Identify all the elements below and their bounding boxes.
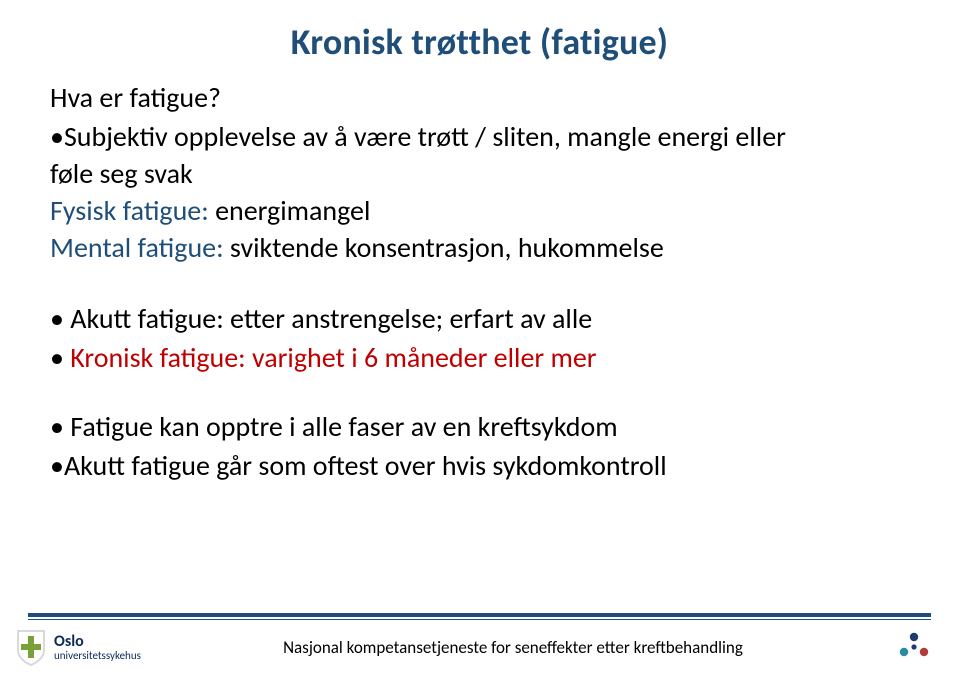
spacer — [50, 267, 909, 301]
mental-fatigue-line: Mental fatigue: sviktende konsentrasjon,… — [50, 230, 909, 265]
kronisk-red-text: Kronisk fatigue: varighet i 6 måneder el… — [70, 340, 596, 375]
fysisk-fatigue-line: Fysisk fatigue: energimangel — [50, 193, 909, 228]
akutt-over-line: •Akutt fatigue går som oftest over hvis … — [50, 448, 909, 483]
kronisk-fatigue-line: • Kronisk fatigue: varighet i 6 måneder … — [50, 340, 909, 375]
oslo-university-hospital-logo: Oslo universitetssykehus — [14, 628, 141, 666]
footer: Oslo universitetssykehus Nasjonal kompet… — [0, 613, 959, 680]
fysisk-label: Fysisk fatigue: — [50, 193, 209, 228]
mental-value: sviktende konsentrasjon, hukommelse — [224, 230, 664, 265]
logo-line2: universitetssykehus — [54, 650, 141, 661]
dots-icon — [897, 630, 931, 664]
footer-center-text: Nasjonal kompetansetjeneste for seneffek… — [149, 637, 877, 658]
opptre-line: • Fatigue kan opptre i alle faser av en … — [50, 409, 909, 444]
akutt-fatigue-line: • Akutt fatigue: etter anstrengelse; erf… — [50, 301, 909, 336]
mental-label: Mental fatigue: — [50, 230, 224, 265]
spacer — [50, 379, 909, 409]
fysisk-value: energimangel — [209, 193, 371, 228]
slide: Kronisk trøtthet (fatigue) Hva er fatigu… — [0, 0, 959, 680]
definition-bullet-line2: føle seg svak — [50, 156, 909, 191]
logo-line1: Oslo — [54, 634, 141, 650]
definition-bullet-line1: •Subjektiv opplevelse av å være trøtt / … — [50, 119, 909, 154]
bullet-dot: • — [50, 340, 70, 375]
shield-cross-icon — [14, 628, 48, 666]
slide-title: Kronisk trøtthet (fatigue) — [50, 20, 909, 64]
logo-text: Oslo universitetssykehus — [54, 634, 141, 661]
footer-row: Oslo universitetssykehus Nasjonal kompet… — [0, 620, 959, 680]
divider-thick — [28, 613, 931, 617]
heading-question: Hva er fatigue? — [50, 80, 909, 115]
